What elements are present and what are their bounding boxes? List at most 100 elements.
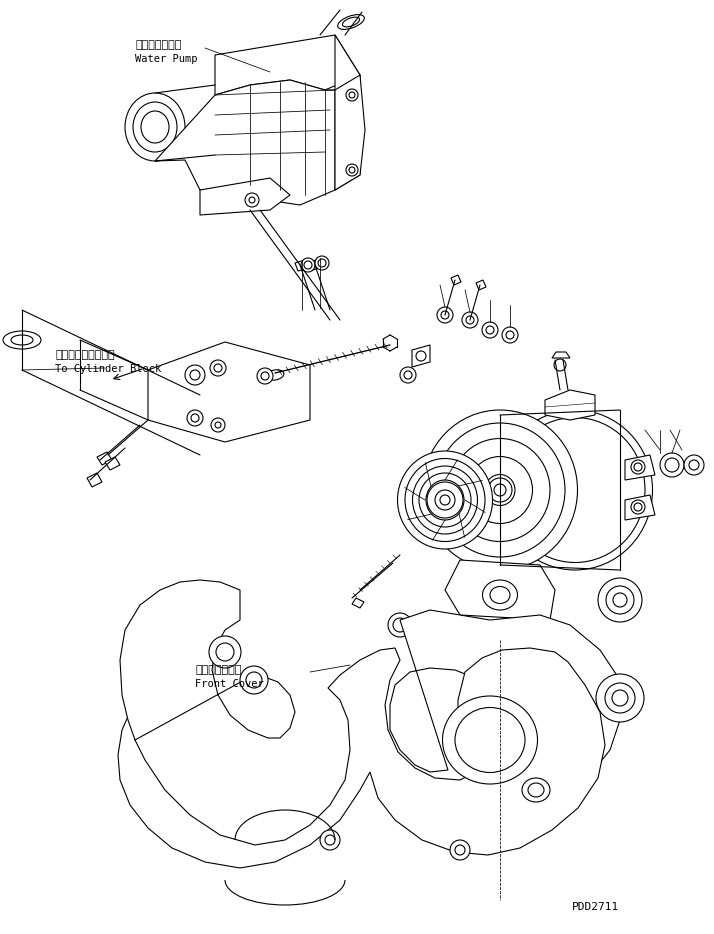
Polygon shape [155, 80, 335, 205]
Circle shape [393, 618, 407, 632]
Circle shape [245, 193, 259, 207]
Ellipse shape [338, 15, 364, 29]
Polygon shape [120, 580, 295, 740]
Text: PDD2711: PDD2711 [572, 902, 619, 912]
Circle shape [215, 422, 221, 428]
Polygon shape [215, 35, 360, 95]
Ellipse shape [125, 93, 185, 161]
Circle shape [191, 414, 199, 422]
Circle shape [261, 372, 269, 380]
Circle shape [349, 167, 355, 173]
Ellipse shape [483, 580, 518, 610]
Circle shape [404, 371, 412, 379]
Circle shape [240, 666, 268, 694]
Polygon shape [552, 352, 570, 358]
Circle shape [318, 259, 326, 267]
Circle shape [462, 312, 478, 328]
Circle shape [427, 482, 463, 518]
Circle shape [689, 460, 699, 470]
Polygon shape [97, 452, 112, 465]
Circle shape [631, 460, 645, 474]
Polygon shape [118, 648, 605, 868]
Text: Front Cover: Front Cover [195, 679, 263, 689]
Circle shape [315, 256, 329, 270]
Circle shape [494, 484, 506, 496]
Circle shape [388, 613, 412, 637]
Circle shape [634, 503, 642, 511]
Circle shape [488, 478, 512, 502]
Circle shape [346, 164, 358, 176]
Circle shape [455, 845, 465, 855]
Circle shape [506, 331, 514, 339]
Text: シリンダブロックヘ: シリンダブロックヘ [55, 350, 115, 360]
Circle shape [187, 410, 203, 426]
Circle shape [684, 455, 704, 475]
Circle shape [440, 495, 450, 505]
Polygon shape [105, 457, 120, 470]
Circle shape [605, 683, 635, 713]
Circle shape [554, 359, 566, 371]
Polygon shape [87, 473, 102, 487]
Ellipse shape [498, 410, 653, 570]
Circle shape [246, 672, 262, 688]
Circle shape [437, 307, 453, 323]
Polygon shape [545, 390, 595, 420]
Circle shape [190, 370, 200, 380]
Polygon shape [412, 345, 430, 367]
Circle shape [415, 628, 435, 648]
Circle shape [346, 89, 358, 101]
Polygon shape [476, 280, 486, 290]
Circle shape [665, 458, 679, 472]
Circle shape [502, 327, 518, 343]
Circle shape [304, 261, 312, 269]
Circle shape [634, 463, 642, 471]
Circle shape [435, 490, 455, 510]
Text: ウォータポンプ: ウォータポンプ [135, 40, 181, 50]
Circle shape [214, 364, 222, 372]
Text: フロントカバー: フロントカバー [195, 665, 241, 675]
Polygon shape [451, 275, 461, 285]
Circle shape [441, 311, 449, 319]
Text: Water Pump: Water Pump [135, 54, 198, 64]
Circle shape [660, 453, 684, 477]
Circle shape [416, 351, 426, 361]
Circle shape [185, 365, 205, 385]
Polygon shape [310, 259, 323, 270]
Circle shape [420, 633, 430, 643]
Circle shape [596, 674, 644, 722]
Circle shape [482, 322, 498, 338]
Ellipse shape [266, 370, 284, 380]
Circle shape [450, 840, 470, 860]
Circle shape [466, 316, 474, 324]
Circle shape [301, 258, 315, 272]
Circle shape [613, 593, 627, 607]
Ellipse shape [3, 331, 41, 349]
Polygon shape [445, 560, 555, 620]
Polygon shape [335, 35, 360, 190]
Polygon shape [295, 260, 308, 271]
Polygon shape [148, 342, 310, 442]
Ellipse shape [522, 778, 550, 802]
Ellipse shape [443, 696, 538, 784]
Circle shape [320, 830, 340, 850]
Circle shape [257, 368, 273, 384]
Circle shape [612, 690, 628, 706]
Polygon shape [352, 598, 364, 608]
Circle shape [249, 197, 255, 203]
Ellipse shape [398, 451, 493, 549]
Text: To Cylinder Block: To Cylinder Block [55, 364, 161, 374]
Polygon shape [200, 178, 290, 215]
Circle shape [598, 578, 642, 622]
Circle shape [400, 367, 416, 383]
Circle shape [209, 636, 241, 668]
Circle shape [349, 92, 355, 98]
Circle shape [606, 586, 634, 614]
Polygon shape [390, 610, 620, 795]
Circle shape [325, 835, 335, 845]
Polygon shape [335, 75, 365, 190]
Ellipse shape [423, 410, 578, 570]
Circle shape [211, 418, 225, 432]
Circle shape [486, 326, 494, 334]
Circle shape [216, 643, 234, 661]
Circle shape [210, 360, 226, 376]
